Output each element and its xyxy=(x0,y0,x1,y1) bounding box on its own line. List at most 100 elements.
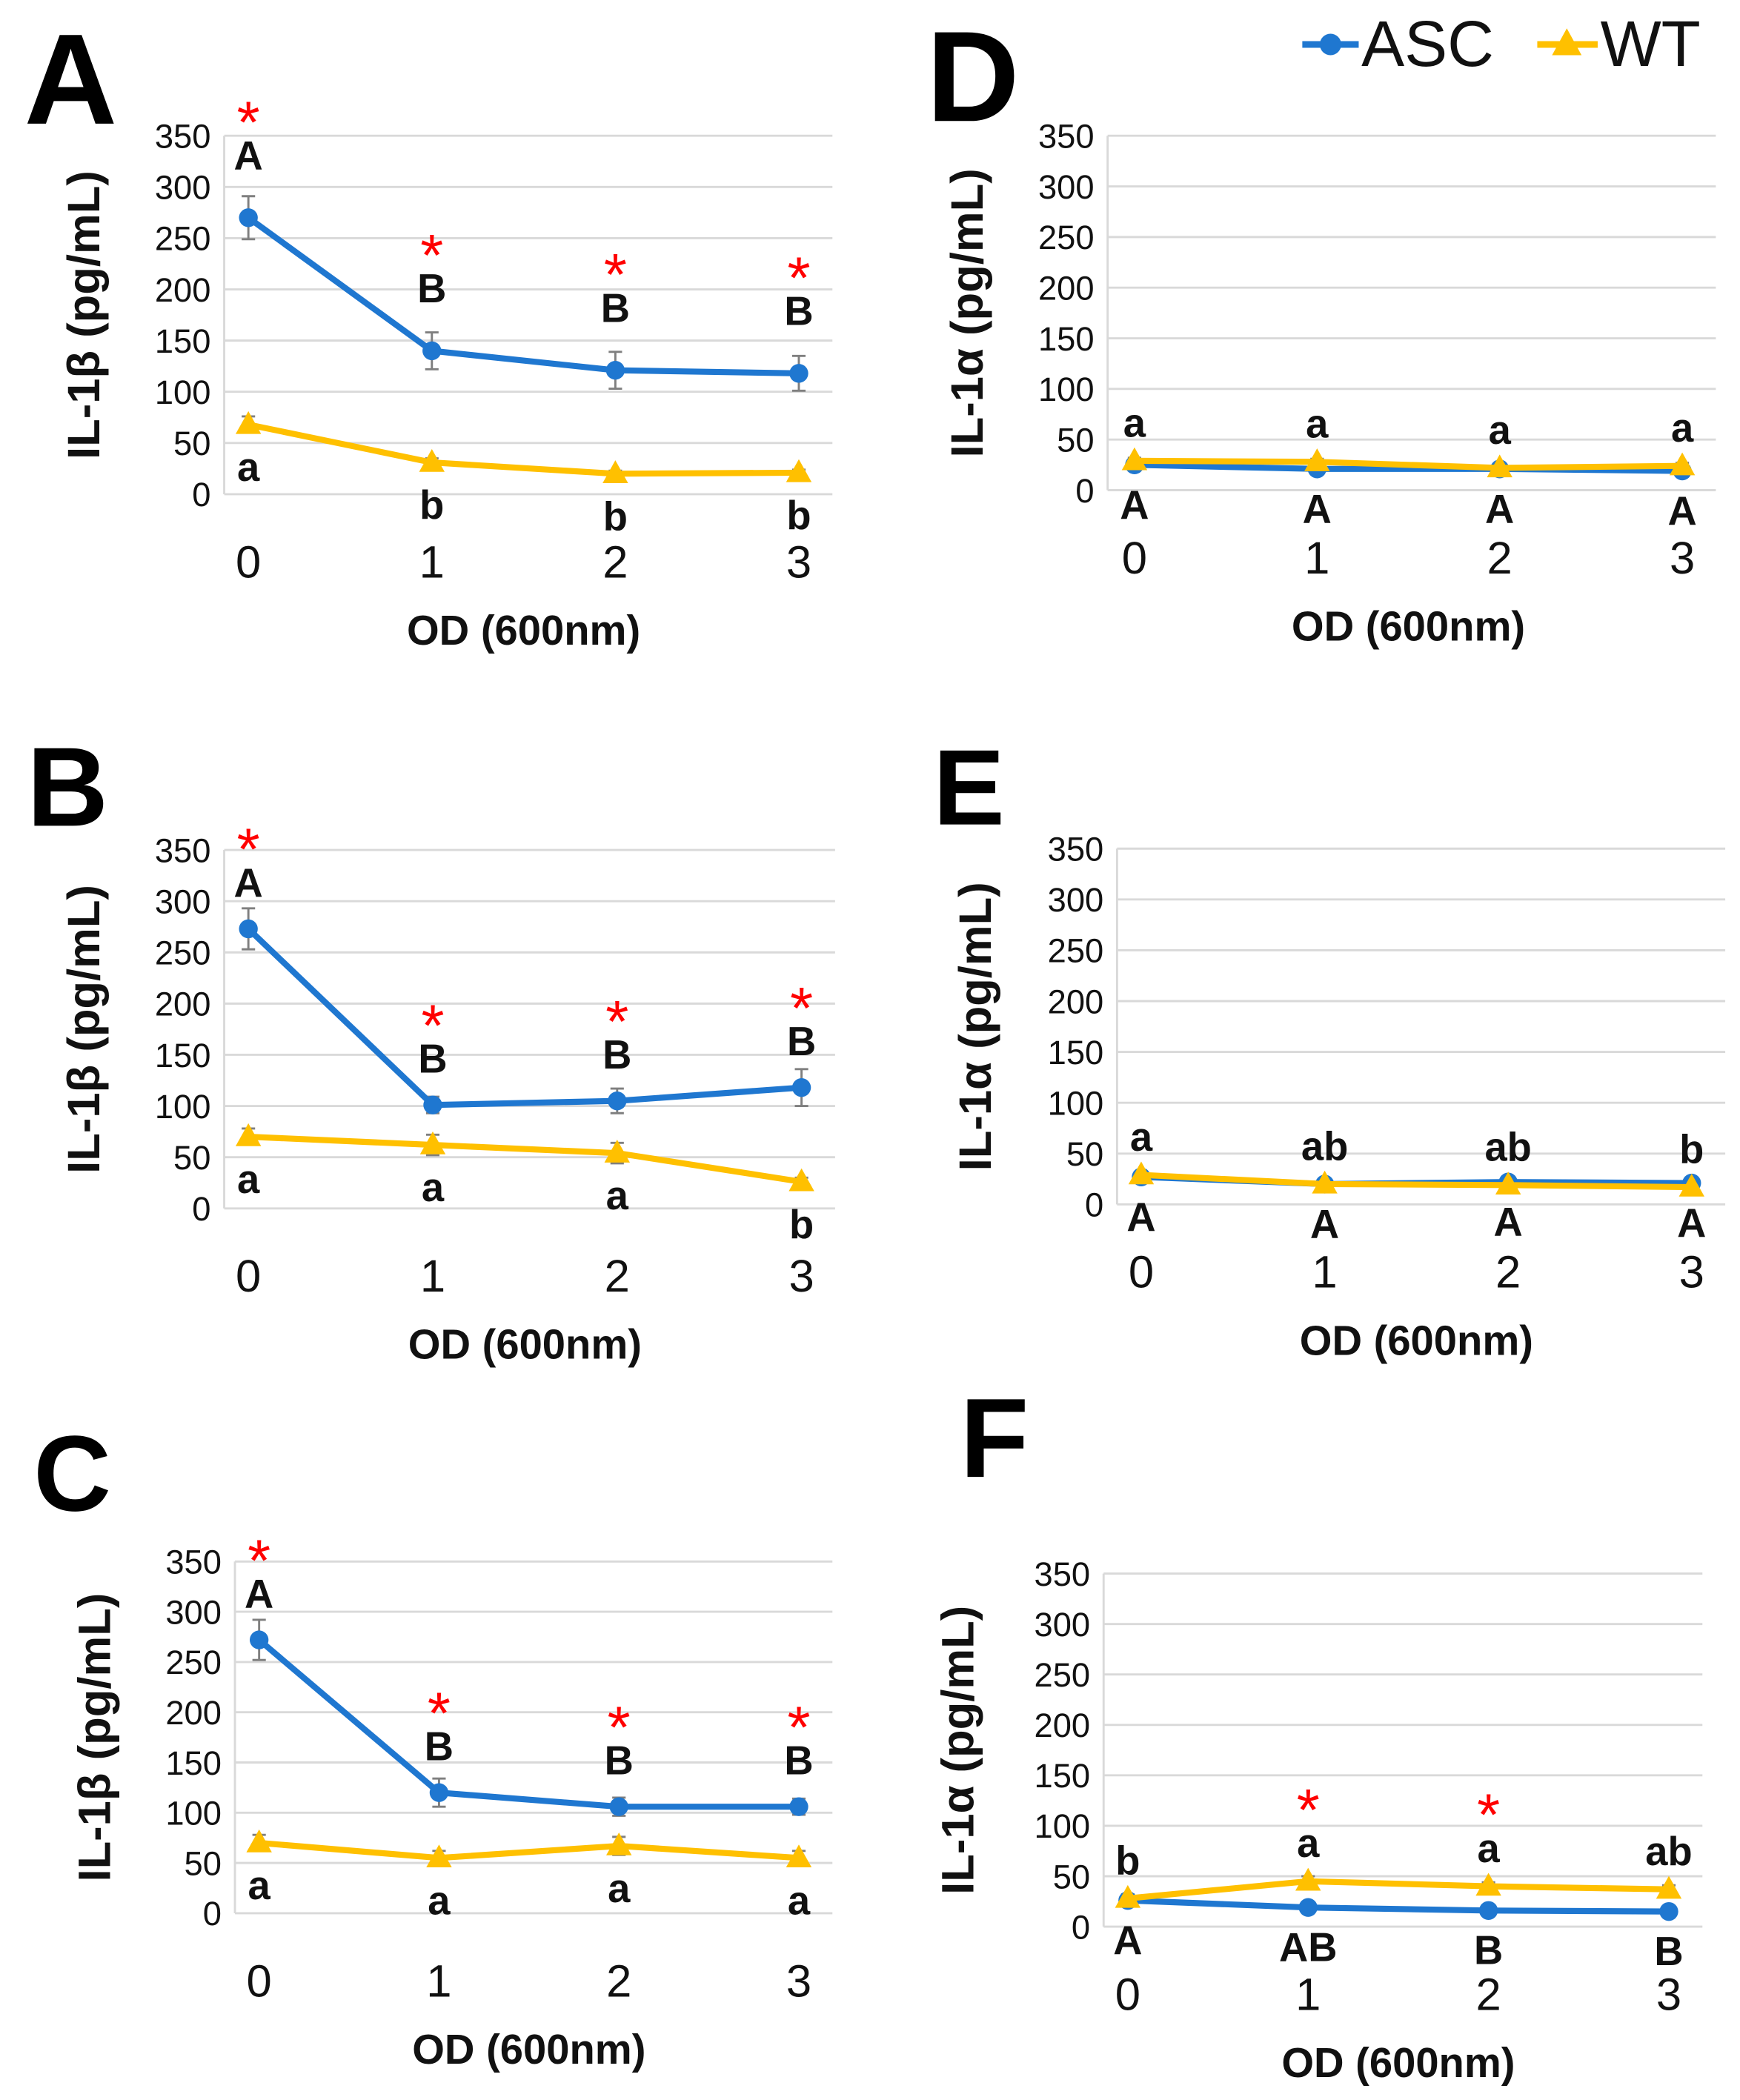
panel-c-ytick-label-300: 300 xyxy=(165,1593,222,1631)
panel-c-wt-group-letter-1: a xyxy=(428,1878,451,1923)
panel-d-ytick-label-200: 200 xyxy=(1038,270,1095,308)
panel-f-wt-group-letter-3: ab xyxy=(1645,1829,1692,1874)
panel-b-significance-asterisk-0: * xyxy=(237,817,260,883)
panel-d-x-axis-label: OD (600nm) xyxy=(1292,602,1525,649)
panel-d-wt-point-0 xyxy=(1121,447,1148,471)
panel-f-wt-group-letter-1: a xyxy=(1297,1821,1320,1866)
panel-f-xtick-label-0: 0 xyxy=(1115,1969,1140,2020)
panel-b-wt-group-letter-2: a xyxy=(606,1173,629,1218)
panel-e-wt-group-letter-0: a xyxy=(1130,1114,1153,1160)
panel-b-wt-point-3 xyxy=(788,1168,814,1192)
panel-f: F 0 50 100 150 200 250 300 350 0 1 2 3 IL-1α (pg/mL) O… xyxy=(933,1375,1703,2086)
panel-a-ytick-label-150: 150 xyxy=(155,322,211,360)
panel-a-significance-asterisk-1: * xyxy=(420,222,443,288)
panel-f-asc-point-2 xyxy=(1478,1901,1498,1920)
panel-d-asc-line xyxy=(1131,462,1686,474)
panel-b-asc-group-letter-3: B xyxy=(787,1019,816,1064)
panel-b-ytick-label-0: 0 xyxy=(192,1190,210,1228)
panel-f-asc-point-1 xyxy=(1298,1898,1318,1917)
panel-a-wt-group-letter-3: b xyxy=(786,493,811,538)
panel-b-asc-group-letter-1: B xyxy=(418,1037,447,1082)
panel-e-ytick-label-150: 150 xyxy=(1048,1034,1104,1071)
panel-f-ytick-label-0: 0 xyxy=(1072,1908,1090,1946)
panel-c-wt-point-2 xyxy=(605,1832,632,1855)
panel-e-xtick-label-1: 1 xyxy=(1312,1247,1337,1298)
panel-b-y-axis-label: IL-1β (pg/mL) xyxy=(59,885,110,1174)
panel-f-wt-group-letter-0: b xyxy=(1115,1838,1140,1883)
panel-d-wt-group-letter-3: a xyxy=(1671,405,1694,451)
panel-d-ytick-label-250: 250 xyxy=(1038,219,1095,256)
panel-b-wt-point-0 xyxy=(235,1123,262,1146)
panel-f-wt-point-1 xyxy=(1295,1867,1321,1891)
panel-c-ytick-label-350: 350 xyxy=(165,1544,222,1581)
panel-c-letter: C xyxy=(33,1413,111,1533)
panel-a-ytick-label-300: 300 xyxy=(155,169,211,207)
panel-f-xtick-label-3: 3 xyxy=(1656,1969,1681,2020)
panel-b-asc-point-1 xyxy=(423,1095,442,1114)
panel-f-wt-point-2 xyxy=(1475,1873,1501,1896)
panel-b-letter: B xyxy=(27,724,108,850)
panel-a-xtick-label-3: 3 xyxy=(786,536,811,588)
panel-f-wt-point-0 xyxy=(1115,1884,1141,1908)
panel-a-wt-point-3 xyxy=(786,459,812,482)
panel-e: E 0 50 100 150 200 250 300 350 0 1 2 3 IL-1α (pg/mL) O… xyxy=(933,728,1726,1363)
panel-c-ytick-label-250: 250 xyxy=(165,1644,222,1681)
panel-d-asc-group-letter-1: A xyxy=(1303,486,1332,531)
legend-item-wt: WT xyxy=(1537,8,1701,80)
panel-d-wt-group-letter-1: a xyxy=(1306,402,1329,447)
panel-e-wt-group-letter-1: ab xyxy=(1301,1123,1348,1169)
panel-b-ytick-label-350: 350 xyxy=(155,831,211,869)
panel-f-asc-group-letter-0: A xyxy=(1113,1918,1142,1963)
legend-asc-circle-icon xyxy=(1319,33,1341,56)
panel-d-wt-line xyxy=(1131,457,1686,471)
panel-f-asc-line xyxy=(1124,1897,1673,1915)
panel-b-ytick-label-250: 250 xyxy=(155,934,211,972)
panel-e-ytick-label-300: 300 xyxy=(1048,881,1104,919)
panel-c: C 0 50 100 150 200 250 300 350 0 1 2 3 IL-1β (pg/mL) O… xyxy=(33,1413,833,2073)
panel-a-asc-point-3 xyxy=(789,364,808,383)
panel-f-xtick-label-1: 1 xyxy=(1295,1969,1321,2020)
panel-f-ytick-label-200: 200 xyxy=(1035,1707,1091,1744)
panel-c-asc-point-0 xyxy=(249,1630,269,1649)
panel-c-wt-group-letter-3: a xyxy=(788,1878,811,1923)
panel-e-asc-group-letter-3: A xyxy=(1677,1200,1706,1246)
panel-e-wt-point-3 xyxy=(1678,1173,1704,1197)
panel-a-ytick-label-200: 200 xyxy=(155,271,211,309)
panel-c-asc-group-letter-0: A xyxy=(245,1572,273,1617)
panel-c-xtick-label-0: 0 xyxy=(247,1956,272,2007)
panel-d-wt-group-letter-2: a xyxy=(1489,408,1512,453)
panel-e-ytick-label-50: 50 xyxy=(1066,1135,1103,1173)
legend-wt-triangle-icon xyxy=(1552,28,1582,56)
panel-a-ytick-label-100: 100 xyxy=(155,373,211,411)
panel-c-significance-asterisk-3: * xyxy=(787,1694,810,1760)
panel-d-wt-point-3 xyxy=(1669,452,1696,476)
panel-f-y-axis-label: IL-1α (pg/mL) xyxy=(933,1606,984,1895)
panel-e-x-axis-label: OD (600nm) xyxy=(1300,1317,1533,1363)
panel-c-ytick-label-150: 150 xyxy=(165,1744,222,1782)
panel-a-wt-point-0 xyxy=(235,411,262,434)
panel-a-asc-point-2 xyxy=(605,361,625,380)
panel-d-xtick-label-1: 1 xyxy=(1304,533,1329,584)
panel-a-ytick-label-50: 50 xyxy=(173,425,210,462)
panel-d-ytick-label-300: 300 xyxy=(1038,168,1095,206)
panel-a-letter: A xyxy=(24,7,118,151)
panel-b-wt-point-2 xyxy=(604,1140,631,1163)
panel-e-y-axis-label: IL-1α (pg/mL) xyxy=(950,882,1001,1171)
panel-b-asc-group-letter-0: A xyxy=(234,860,263,906)
panel-c-asc-point-1 xyxy=(429,1783,449,1802)
panel-a-asc-point-1 xyxy=(422,341,442,361)
panel-f-x-axis-label: OD (600nm) xyxy=(1281,2039,1515,2086)
panel-e-wt-point-1 xyxy=(1312,1170,1338,1194)
panel-d-wt-point-2 xyxy=(1487,454,1512,478)
panel-c-significance-asterisk-0: * xyxy=(248,1527,270,1593)
panel-f-significance-asterisk-2: * xyxy=(1477,1782,1500,1848)
panel-e-wt-point-2 xyxy=(1495,1172,1521,1194)
panel-f-letter: F xyxy=(960,1375,1029,1501)
panel-d-wt-point-1 xyxy=(1304,448,1330,471)
panel-b-asc-line xyxy=(245,926,805,1109)
panel-b-wt-group-letter-1: a xyxy=(422,1165,445,1210)
panel-a-ytick-label-350: 350 xyxy=(155,118,211,156)
legend-wt-label: WT xyxy=(1601,8,1701,80)
panel-e-ytick-label-0: 0 xyxy=(1085,1186,1103,1224)
panel-a-asc-group-letter-3: B xyxy=(784,289,813,334)
